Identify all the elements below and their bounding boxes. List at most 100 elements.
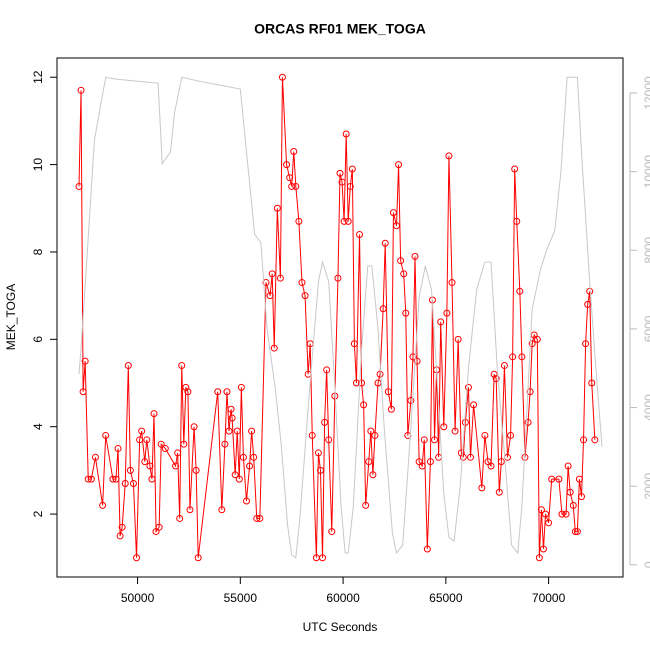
data-point — [356, 230, 364, 238]
data-point — [237, 383, 245, 391]
data-point — [301, 292, 309, 300]
data-point — [314, 449, 322, 457]
data-point — [316, 466, 324, 474]
data-point — [381, 239, 389, 247]
data-point — [537, 506, 545, 514]
data-point — [420, 436, 428, 444]
data-point — [225, 427, 233, 435]
data-point — [109, 475, 117, 483]
data-point — [350, 340, 358, 348]
data-point — [566, 488, 574, 496]
y-axis-label: MEK_TOGA — [4, 284, 18, 350]
data-point — [190, 423, 198, 431]
data-point — [292, 182, 300, 190]
data-point — [283, 161, 291, 169]
data-point — [184, 388, 192, 396]
data-point — [407, 397, 415, 405]
series-line — [78, 76, 603, 559]
data-point — [470, 401, 478, 409]
data-point — [384, 388, 392, 396]
data-point — [395, 161, 403, 169]
data-point — [87, 475, 95, 483]
data-point — [129, 480, 137, 488]
data-point — [180, 440, 188, 448]
data-point — [533, 335, 541, 343]
data-point — [542, 510, 550, 518]
data-point — [227, 405, 235, 413]
data-point — [295, 217, 303, 225]
data-point — [487, 462, 495, 470]
x-tick-label: 50000 — [121, 591, 155, 605]
y2-tick-label: 12000 — [642, 76, 650, 110]
data-point — [402, 309, 410, 317]
data-point — [511, 165, 519, 173]
data-point — [118, 523, 126, 531]
data-point — [319, 554, 327, 562]
data-point — [426, 458, 434, 466]
data-point — [75, 182, 83, 190]
data-point — [214, 388, 222, 396]
data-point — [102, 431, 110, 439]
data-point — [290, 147, 298, 155]
data-point — [588, 379, 596, 387]
data-point — [192, 466, 200, 474]
data-point — [418, 462, 426, 470]
data-point — [172, 462, 180, 470]
data-point — [248, 427, 256, 435]
data-point — [528, 340, 536, 348]
data-point — [411, 252, 419, 260]
data-point — [116, 532, 124, 540]
y-tick-label: 10 — [31, 158, 45, 172]
data-point — [360, 401, 368, 409]
data-point — [338, 178, 346, 186]
data-point — [464, 383, 472, 391]
data-point — [571, 528, 579, 536]
series-line — [78, 77, 596, 558]
data-point — [146, 462, 154, 470]
y-tick-label: 6 — [31, 336, 45, 343]
data-point — [112, 475, 120, 483]
data-point — [138, 427, 146, 435]
data-point — [231, 471, 239, 479]
data-point — [133, 554, 141, 562]
data-point — [174, 449, 182, 457]
data-point — [250, 453, 258, 461]
data-point — [155, 523, 163, 531]
data-point — [423, 545, 431, 553]
data-point — [387, 405, 395, 413]
y-tick-label: 8 — [31, 248, 45, 255]
data-point — [235, 475, 243, 483]
data-point — [182, 383, 190, 391]
data-point — [342, 130, 350, 138]
y2-tick-label: 0 — [642, 561, 650, 568]
data-point — [308, 431, 316, 439]
y-tick-label: 4 — [31, 423, 45, 430]
chart-title: ORCAS RF01 MEK_TOGA — [254, 21, 426, 37]
data-point — [157, 440, 165, 448]
data-point — [376, 370, 384, 378]
plot-box — [56, 57, 624, 578]
y2-tick-label: 4000 — [642, 394, 650, 421]
data-point — [516, 287, 524, 295]
data-point — [121, 480, 129, 488]
data-point — [141, 458, 149, 466]
data-point — [99, 501, 107, 509]
data-point — [526, 388, 534, 396]
data-point — [440, 423, 448, 431]
data-point — [239, 453, 247, 461]
data-point — [194, 554, 202, 562]
data-point — [545, 519, 553, 527]
data-point — [497, 458, 505, 466]
x-axis-label: UTC Seconds — [303, 620, 378, 634]
data-point — [273, 204, 281, 212]
data-point — [389, 209, 397, 217]
data-point — [84, 475, 92, 483]
data-point — [256, 514, 264, 522]
data-point — [371, 431, 379, 439]
data-point — [77, 86, 85, 94]
data-point — [362, 501, 370, 509]
data-point — [451, 427, 459, 435]
data-point — [178, 362, 186, 370]
data-point — [492, 375, 500, 383]
